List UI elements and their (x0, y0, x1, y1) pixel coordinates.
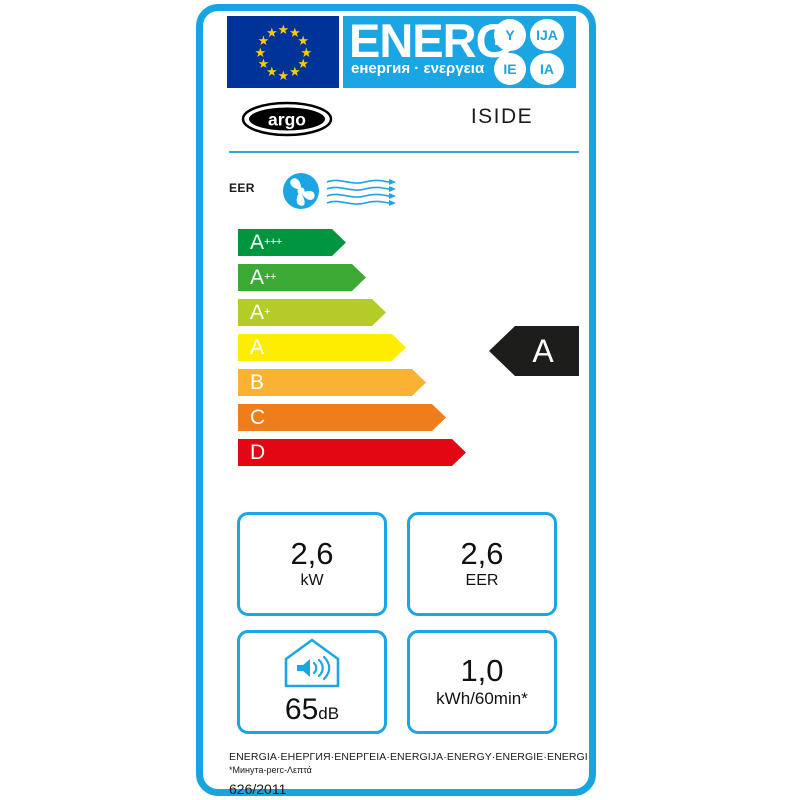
eu-star-icon: ★ (297, 56, 310, 71)
efficiency-bar: A +++ (238, 229, 346, 256)
language-circle-y: Y (494, 19, 526, 51)
eer-icon-row: EER (227, 169, 579, 217)
energ-subtitle: енергия · ενεργεια (351, 60, 485, 77)
footer-regulation: 626/2011 (229, 781, 287, 797)
eu-star-icon: ★ (266, 24, 278, 40)
efficiency-bar: B (238, 369, 426, 396)
efficiency-bar-label: D (250, 440, 266, 464)
efficiency-bar: A + (238, 299, 386, 326)
airflow-icon (326, 179, 396, 206)
eu-star-icon: ★ (289, 24, 301, 40)
consumption-value-box: 1,0 kWh/60min* (407, 630, 557, 734)
eer-value-box: 2,6 EER (407, 512, 557, 616)
efficiency-bar: A (238, 334, 406, 361)
rating-class-letter: A (532, 332, 554, 369)
language-circle-group: Y IJA IE IA (493, 19, 575, 85)
language-circle-ia: IA (530, 53, 564, 85)
eu-star-icon: ★ (297, 33, 310, 48)
energy-label: ★ ★ ★ ★ ★ ★ ★ ★ ★ ★ ★ ★ ENERG енергия · ενεργεια Y … (196, 4, 596, 797)
efficiency-bar: D (238, 439, 466, 466)
eer-value: 2,6 (460, 535, 504, 571)
label-footer: ENERGIA·ЕНЕРГИЯ·ΕΝΕΡΓΕΙΑ·ENERGIJA·ENERGY… (229, 751, 588, 797)
efficiency-bar-label: B (250, 370, 265, 394)
language-circle-ie: IE (494, 53, 526, 85)
eu-star-icon: ★ (266, 64, 278, 80)
footer-languages: ENERGIA·ЕНЕРГИЯ·ΕΝΕΡΓΕΙΑ·ENERGIJA·ENERGY… (229, 751, 588, 763)
efficiency-class-bars: A +++ A ++ A + A B C D (227, 229, 477, 477)
brand-row: argo ISIDE (227, 97, 579, 145)
rating-result-arrow: A (489, 323, 579, 379)
efficiency-bar-label: A (250, 335, 265, 359)
house-speaker-icon (284, 638, 340, 688)
consumption-value: 1,0 (460, 653, 504, 689)
language-circle-ija: IJA (530, 19, 564, 51)
eu-star-icon: ★ (277, 67, 290, 83)
eer-label: EER (229, 181, 255, 195)
noise-number: 65 (284, 693, 319, 726)
efficiency-bar-label: A +++ (250, 230, 282, 254)
energ-title: ENERG (349, 14, 512, 67)
eer-unit: EER (465, 572, 499, 590)
european-union-flag-icon: ★ ★ ★ ★ ★ ★ ★ ★ ★ ★ ★ ★ (227, 16, 339, 88)
footer-note: *Минута-perc-Λεπτά (229, 765, 312, 775)
power-unit: kW (300, 572, 324, 590)
energ-banner: ENERG енергия · ενεργεια Y IJA IE IA (343, 14, 576, 88)
eu-star-icon: ★ (257, 56, 270, 71)
consumption-unit: kWh/60min* (436, 688, 528, 708)
noise-value-box: 65dB (237, 630, 387, 734)
power-value-box: 2,6 kW (237, 512, 387, 616)
noise-unit: dB (318, 704, 340, 723)
label-header: ★ ★ ★ ★ ★ ★ ★ ★ ★ ★ ★ ★ ENERG енергия · ενεργεια Y … (227, 14, 576, 88)
efficiency-bar-label: A + (250, 300, 270, 324)
eu-star-icon: ★ (257, 33, 270, 48)
eu-star-icon: ★ (254, 44, 267, 60)
header-divider (229, 151, 579, 153)
efficiency-bar-label: A ++ (250, 265, 276, 289)
eu-star-icon: ★ (277, 21, 290, 37)
fan-icon (283, 173, 319, 209)
eu-star-icon: ★ (289, 64, 301, 80)
svg-text:argo: argo (268, 110, 306, 130)
eu-star-icon: ★ (300, 44, 313, 60)
efficiency-bar: C (238, 404, 446, 431)
efficiency-bar-label: C (250, 405, 266, 429)
model-name: ISIDE (470, 105, 534, 128)
efficiency-bar: A ++ (238, 264, 366, 291)
argo-logo-icon: argo (241, 99, 333, 139)
power-value: 2,6 (290, 535, 334, 571)
noise-value: 65dB (285, 693, 339, 727)
